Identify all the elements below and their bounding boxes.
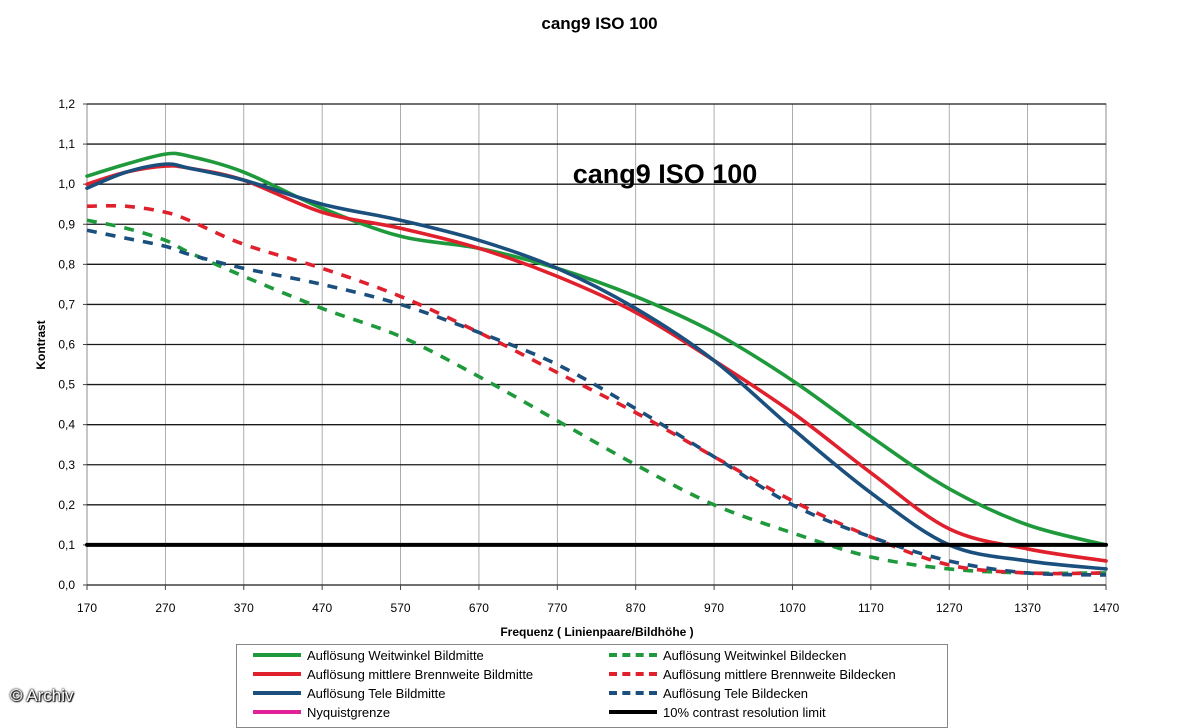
legend-label: Auflösung Tele Bildmitte bbox=[307, 685, 446, 701]
legend-label: Auflösung Weitwinkel Bildmitte bbox=[307, 647, 484, 663]
legend-label: Auflösung Tele Bildecken bbox=[663, 685, 809, 701]
legend-item: Auflösung Weitwinkel Bildmitte bbox=[253, 646, 484, 664]
x-tick-label: 1170 bbox=[858, 601, 884, 615]
legend-swatch bbox=[253, 672, 301, 676]
legend-item: Auflösung Weitwinkel Bildecken bbox=[609, 646, 846, 664]
y-tick-label: 0,9 bbox=[58, 217, 75, 231]
y-tick-label: 0,7 bbox=[58, 297, 75, 311]
chart-title: cang9 ISO 100 bbox=[541, 14, 658, 33]
legend-item: Nyquistgrenze bbox=[253, 703, 390, 721]
series-line-5 bbox=[86, 203, 1107, 576]
y-axis-label: Kontrast bbox=[34, 320, 48, 369]
x-tick-label: 1270 bbox=[936, 601, 963, 615]
y-tick-label: 1,1 bbox=[58, 137, 75, 151]
legend-label: Auflösung mittlere Brennweite Bildecken bbox=[663, 666, 896, 682]
inner-chart-title: cang9 ISO 100 bbox=[573, 159, 758, 189]
legend-swatch bbox=[609, 653, 657, 657]
x-tick-label: 970 bbox=[704, 601, 724, 615]
legend-item: Auflösung Tele Bildmitte bbox=[253, 684, 446, 702]
legend-label: Nyquistgrenze bbox=[307, 704, 391, 720]
legend-swatch bbox=[609, 710, 657, 714]
x-tick-label: 1070 bbox=[779, 601, 806, 615]
legend-item: Auflösung mittlere Brennweite Bildecken bbox=[609, 665, 896, 683]
legend-label: Auflösung Weitwinkel Bildecken bbox=[663, 647, 847, 663]
y-tick-label: 0,4 bbox=[58, 418, 75, 432]
legend-swatch bbox=[609, 672, 657, 676]
y-tick-label: 0,0 bbox=[58, 578, 75, 592]
line-chart: 170 270 370 470 570 670 770 870 970 1070 1170 1270 1… bbox=[34, 97, 1120, 639]
legend-item: 10% contrast resolution limit bbox=[609, 703, 826, 721]
y-tick-label: 0,8 bbox=[58, 257, 75, 271]
series-line-3 bbox=[85, 162, 1108, 571]
x-tick-label: 770 bbox=[547, 601, 567, 615]
watermark: © Archiv bbox=[10, 686, 74, 705]
legend-label: Auflösung mittlere Brennweite Bildmitte bbox=[307, 666, 534, 682]
x-tick-label: 870 bbox=[626, 601, 646, 615]
x-tick-label: 570 bbox=[391, 601, 411, 615]
legend-label: 10% contrast resolution limit bbox=[663, 704, 826, 720]
x-tick-label: 470 bbox=[312, 601, 332, 615]
y-tick-label: 1,2 bbox=[58, 97, 75, 111]
x-axis-label: Frequenz ( Linienpaare/Bildhöhe ) bbox=[500, 625, 693, 639]
y-tick-label: 1,0 bbox=[58, 177, 75, 191]
legend-swatch bbox=[253, 653, 301, 657]
legend-swatch bbox=[253, 691, 301, 695]
x-tick-label: 370 bbox=[234, 601, 254, 615]
x-tick-label: 670 bbox=[469, 601, 489, 615]
legend-swatch bbox=[609, 691, 657, 695]
y-tick-label: 0,2 bbox=[58, 498, 75, 512]
axes: 170 270 370 470 570 670 770 870 970 1070 1170 1270 1… bbox=[58, 97, 1119, 615]
x-tick-label: 1470 bbox=[1093, 601, 1120, 615]
y-tick-label: 0,1 bbox=[58, 538, 75, 552]
series-line-6 bbox=[86, 228, 1107, 577]
legend-item: Auflösung Tele Bildecken bbox=[609, 684, 808, 702]
x-tick-label: 1370 bbox=[1014, 601, 1041, 615]
series-line-4 bbox=[86, 218, 1107, 576]
y-tick-label: 0,6 bbox=[58, 338, 75, 352]
y-tick-label: 0,3 bbox=[58, 458, 75, 472]
y-tick-label: 0,5 bbox=[58, 378, 75, 392]
legend-swatch bbox=[253, 710, 301, 714]
x-tick-label: 170 bbox=[77, 601, 97, 615]
legend-item: Auflösung mittlere Brennweite Bildmitte bbox=[253, 665, 533, 683]
legend: Auflösung Weitwinkel Bildmitte Auflösung … bbox=[236, 644, 948, 728]
series bbox=[85, 151, 1108, 577]
x-tick-label: 270 bbox=[155, 601, 175, 615]
